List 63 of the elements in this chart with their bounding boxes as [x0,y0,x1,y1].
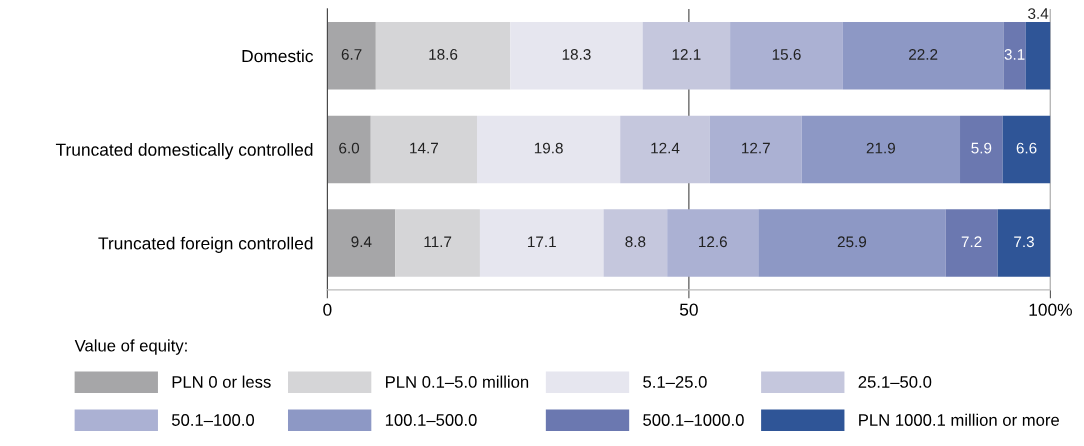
data-label: 17.1 [528,236,556,248]
data-label: 8.8 [625,236,646,248]
bar [642,22,731,90]
bar [375,22,511,90]
bar [709,115,802,184]
bar [620,115,710,184]
bar [603,209,668,277]
x-tick-label: 0 [323,303,332,316]
data-label: 14.7 [410,142,438,154]
y-tick-label: Domestic [242,49,314,63]
bar [510,22,643,90]
bar [370,115,478,184]
bar [730,22,843,90]
data-label: 9.4 [351,236,372,248]
bar [395,209,480,277]
legend-label: 50.1–100.0 [171,414,255,426]
bar [327,22,376,90]
bar [758,209,946,277]
x-tick-label: 100% [1029,303,1072,316]
data-label: 6.7 [341,49,362,60]
bar [477,115,621,184]
bar [1025,22,1051,90]
data-label: 7.3 [1014,236,1034,248]
data-label: 12.1 [672,49,701,60]
data-label: 3.1 [1004,49,1025,60]
data-label: 7.2 [961,236,982,248]
bar [842,22,1004,90]
data-label: 18.6 [429,49,458,60]
legend-label: PLN 1000.1 million or more [859,413,1059,426]
bar [327,209,396,277]
data-label: 25.9 [837,236,867,248]
data-label: 6.0 [339,142,360,154]
data-label: 12.6 [699,236,727,248]
y-tick-label: Truncated domestically controlled [55,143,313,160]
data-label: 21.9 [866,142,895,154]
bar [801,115,961,184]
data-label: 11.7 [424,236,452,248]
data-label: 6.6 [1016,142,1037,154]
legend-label: 5.1–25.0 [643,376,707,388]
bar [479,209,604,277]
legend-title: Value of equity: [74,339,187,355]
bar [1003,22,1026,90]
data-label: 15.6 [772,49,801,60]
y-tick-label: Truncated foreign controlled [98,236,313,253]
legend-label: PLN 0 or less [172,375,271,388]
legend-label: 25.1–50.0 [858,376,932,388]
bar [997,209,1051,277]
data-label: 3.4 [1028,8,1049,20]
legend-label: 500.1–1000.0 [643,414,744,426]
bar [960,115,1003,184]
data-label: 5.9 [971,142,992,154]
data-label: 22.2 [909,49,938,60]
legend-label: 100.1–500.0 [385,414,477,426]
bar [945,209,998,277]
data-label: 18.3 [562,49,591,60]
legend-label: PLN 0.1–5.0 million [386,375,529,388]
bar [667,209,759,277]
bar [1002,115,1051,184]
bar [327,115,371,184]
data-label: 12.4 [651,142,680,154]
x-tick-label: 50 [679,303,698,316]
data-label: 12.7 [742,142,770,154]
data-label: 19.8 [534,142,563,154]
